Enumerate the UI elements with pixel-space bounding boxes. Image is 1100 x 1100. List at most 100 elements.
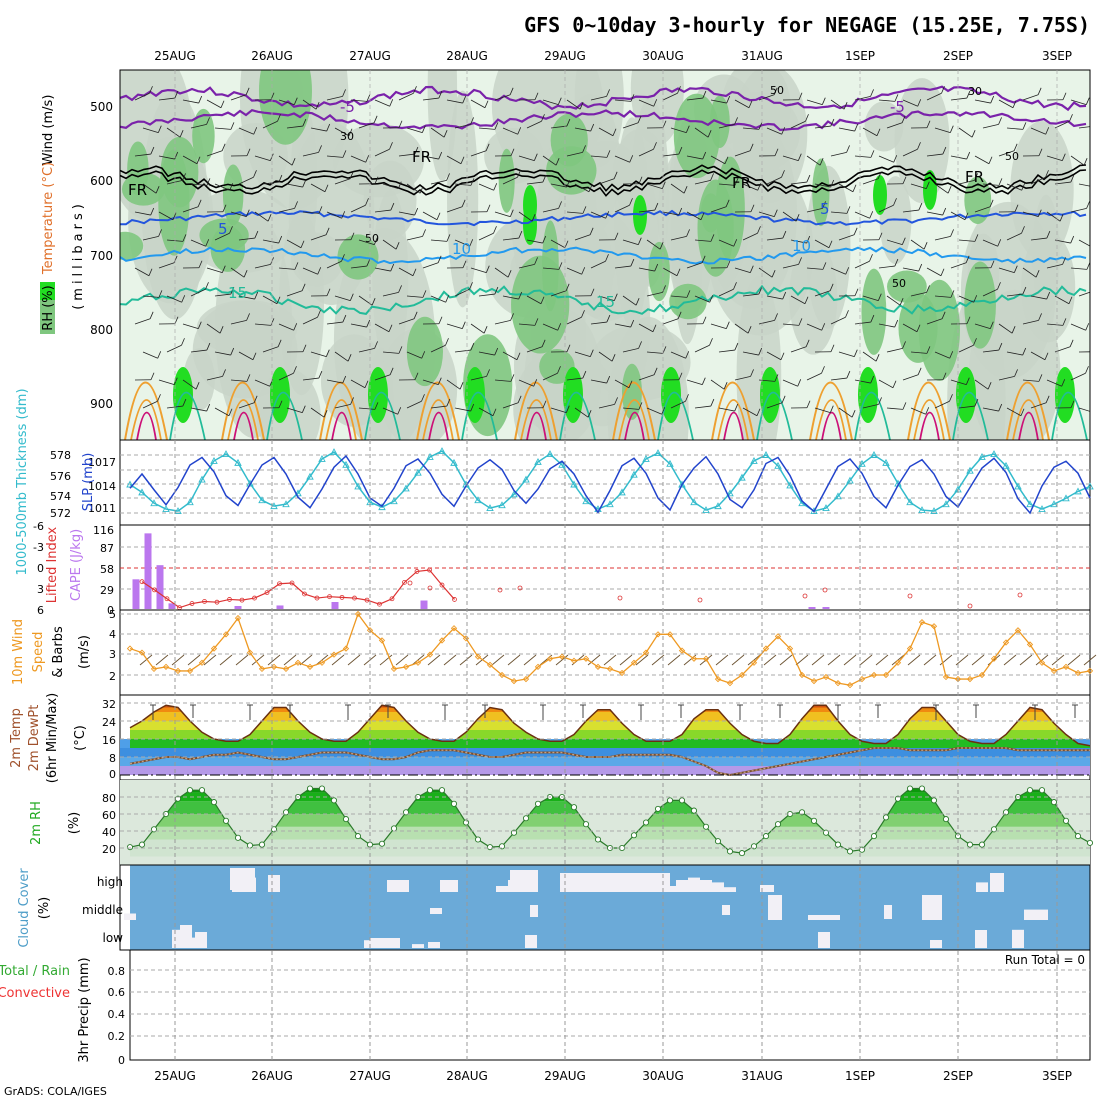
thickness-point (402, 484, 410, 492)
wind-barb-flag (965, 255, 970, 263)
wind-barb-flag (851, 410, 856, 418)
wind10m-point (822, 673, 830, 681)
rh2m-point (390, 825, 398, 832)
wind-barb-flag (174, 316, 179, 324)
contour-label: FR (965, 168, 984, 186)
ytick-precip: 0.6 (108, 986, 126, 999)
wind-barb (542, 372, 558, 381)
wind-barb-flag (771, 270, 776, 278)
wind-barb-flag (158, 290, 163, 298)
wind-barb (862, 178, 879, 185)
wind-barb-flag (389, 367, 394, 375)
cloud-high-bar (712, 882, 724, 892)
wind10m-point (162, 663, 170, 671)
wind-barb (278, 372, 294, 381)
wind-barb-flag (413, 86, 417, 94)
wind-barb (742, 351, 759, 356)
wind-barb-flag (702, 90, 707, 99)
thickness-point (786, 481, 794, 489)
wind-barb (670, 351, 686, 359)
date-label-top: 29AUG (544, 49, 586, 63)
wind-barb (590, 321, 607, 325)
lifted-index-point (327, 594, 332, 600)
contour-label: 15 (228, 284, 247, 302)
wind-barb (494, 211, 511, 218)
wind-barb-flag (206, 117, 210, 125)
temp-contour (325, 399, 357, 440)
wind-barb-flag (662, 346, 667, 354)
wind-barb-flag (421, 351, 426, 359)
precip-panel: Run Total = 0 0.8 0.6 0.4 0.2 0 Total / … (0, 949, 1091, 1067)
wind10m-barb (331, 654, 345, 666)
rh-blob (715, 92, 800, 173)
wind-barb-flag (470, 342, 475, 351)
contour-label: 10 (792, 237, 811, 255)
wind-barb (182, 155, 198, 165)
wind-barb-flag (1035, 270, 1040, 278)
wind-barb (902, 99, 918, 107)
wind-barb (238, 351, 254, 361)
wind-barb (238, 127, 254, 135)
cloud-patch (370, 938, 400, 948)
wind-barb (374, 374, 391, 381)
wind-barb-flag (843, 102, 848, 110)
ytick-thickness: 576 (50, 470, 71, 483)
wind-barb (446, 323, 463, 330)
wind-barb (494, 379, 511, 382)
wind-barb-flag (877, 171, 882, 179)
wind-barb (854, 379, 871, 384)
wind10m-point (150, 665, 158, 673)
rh2m-point (234, 834, 242, 841)
rh-blob (861, 268, 887, 355)
wind-barb (542, 155, 557, 166)
wind-barb-flag (990, 95, 995, 104)
wind-barb (934, 351, 950, 359)
wind-barb (302, 316, 318, 325)
rh2m-point (942, 816, 950, 823)
ytick-cape: 29 (100, 584, 114, 597)
wind-barb (310, 407, 325, 418)
wind10m-barb (587, 654, 601, 666)
wind-barb (302, 267, 318, 275)
rh2m-point (762, 833, 770, 840)
wind-barb-flag (389, 99, 394, 107)
wind-barb-flag (846, 145, 850, 153)
rh-blob (964, 176, 992, 224)
rh2m-point (666, 797, 674, 804)
rh2m-point (726, 848, 734, 855)
wind-barb-flag (518, 230, 523, 239)
wind-barb-flag (949, 351, 954, 359)
wind-barb-flag (923, 242, 928, 250)
thickness-point (726, 489, 734, 497)
thickness-point (162, 505, 170, 513)
cape-bar (132, 579, 140, 609)
ytick-thickness: 578 (50, 449, 71, 462)
wind-barb (838, 351, 855, 358)
wind-barb-flag (902, 341, 906, 349)
wind-barb (710, 379, 725, 390)
wind-barb (302, 152, 319, 157)
wind-barb (454, 349, 471, 353)
wind-barb (574, 234, 591, 241)
date-label-bottom: 29AUG (544, 1069, 586, 1083)
wind-barb-flag (198, 95, 203, 104)
rh2m-point (882, 814, 890, 821)
ylabel-temp2m: 2m Temp (9, 708, 24, 768)
wind-barb-flag (366, 319, 371, 328)
wind-barb (974, 206, 991, 213)
rh-blob (222, 164, 244, 226)
wind-barb-flag (278, 235, 283, 244)
wind-barb (182, 323, 199, 330)
thickness-point (570, 480, 578, 488)
wind-barb-flag (517, 127, 522, 135)
wind-barb-flag (1085, 323, 1090, 331)
wind-barb-flag (364, 380, 369, 388)
wind-barb-flag (437, 377, 442, 385)
wind-barb-flag (748, 100, 753, 108)
wind-barb-flag (324, 184, 329, 192)
wind10m-point (318, 659, 326, 666)
wind-barb-flag (870, 89, 874, 97)
wind-barb-flag (678, 146, 683, 155)
wind10m-barb (1051, 654, 1065, 666)
wind-barb (910, 183, 927, 190)
